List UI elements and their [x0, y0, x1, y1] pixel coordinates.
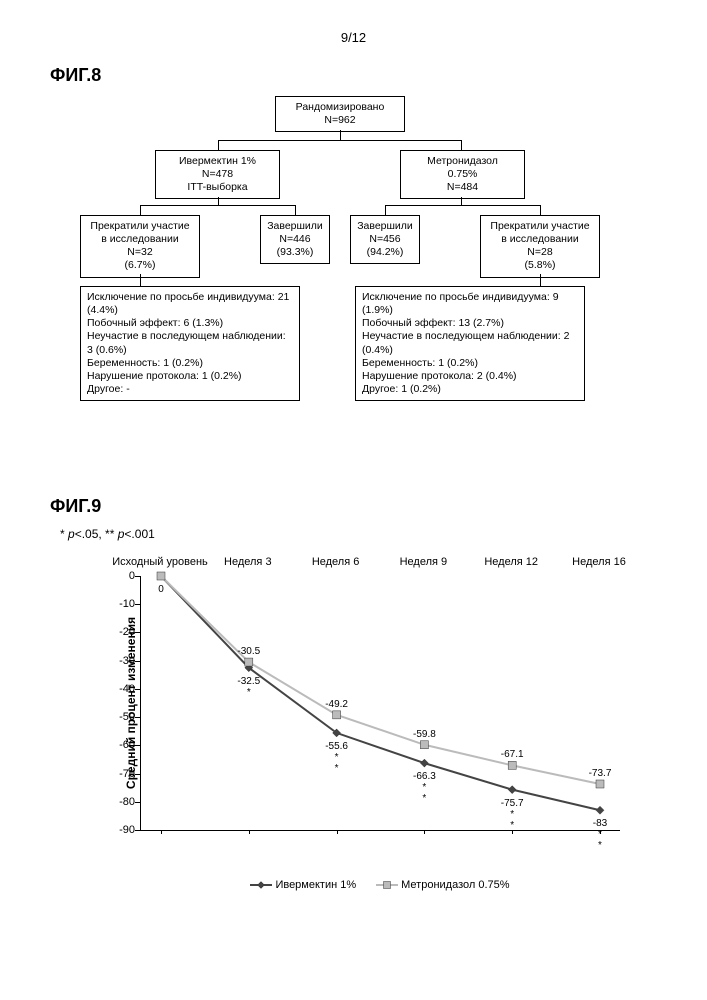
data-label: -32.5*: [237, 676, 260, 698]
fc-compB-n: N=456: [357, 233, 413, 246]
data-label: -83**: [593, 818, 607, 851]
y-tick-label: -80: [110, 796, 135, 808]
y-tick-label: -30: [110, 655, 135, 667]
reason-item: Неучастие в последующем наблюдении: 2 (0…: [362, 330, 578, 356]
fc-compA-title: Завершили: [267, 220, 323, 233]
y-tick-label: -70: [110, 768, 135, 780]
reason-item: Неучастие в последующем наблюдении: 3 (0…: [87, 330, 293, 356]
figure-9-label: ФИГ.9: [50, 496, 657, 517]
chart-legend: Ивермектин 1% Метронидазол 0.75%: [130, 879, 630, 891]
reason-item: Нарушение протокола: 1 (0.2%): [87, 370, 293, 383]
fc-discB-title: Прекратили участие в исследовании: [487, 220, 593, 246]
legend-label: Метронидазол 0.75%: [401, 879, 509, 891]
figure-8-section: ФИГ.8 Рандомизировано N=962 Ивермектин 1…: [50, 65, 657, 456]
fc-armA: Ивермектин 1% N=478 ITT-выборка: [155, 150, 280, 199]
fc-compB-pct: (94.2%): [357, 246, 413, 259]
reason-item: Исключение по просьбе индивидуума: 21 (4…: [87, 291, 293, 317]
data-label: -55.6**: [325, 741, 348, 774]
reason-item: Беременность: 1 (0.2%): [87, 357, 293, 370]
fc-discB-n: N=28: [487, 246, 593, 259]
fc-armA-l1: Ивермектин 1%: [162, 155, 273, 168]
data-label: 0: [158, 584, 164, 595]
data-label: -73.7: [589, 768, 612, 779]
y-tick-label: -10: [110, 598, 135, 610]
fc-discB: Прекратили участие в исследовании N=28 (…: [480, 215, 600, 278]
chart-svg: [141, 576, 620, 830]
fc-compA: Завершили N=446 (93.3%): [260, 215, 330, 264]
fc-compB: Завершили N=456 (94.2%): [350, 215, 420, 264]
fc-armB: Метронидазол 0.75% N=484: [400, 150, 525, 199]
reason-item: Исключение по просьбе индивидуума: 9 (1.…: [362, 291, 578, 317]
fc-discA-title: Прекратили участие в исследовании: [87, 220, 193, 246]
figure-8-label: ФИГ.8: [50, 65, 657, 86]
y-tick-label: -40: [110, 683, 135, 695]
reason-item: Другое: 1 (0.2%): [362, 383, 578, 396]
fc-discB-pct: (5.8%): [487, 259, 593, 272]
x-tick-label: Неделя 6: [312, 556, 360, 568]
fc-discA: Прекратили участие в исследовании N=32 (…: [80, 215, 200, 278]
y-axis-label: Средний процент изменения: [124, 617, 138, 789]
reason-item: Нарушение протокола: 2 (0.4%): [362, 370, 578, 383]
data-label: -66.3**: [413, 771, 436, 804]
data-label: -75.7**: [501, 798, 524, 831]
y-tick-label: -20: [110, 626, 135, 638]
fc-armA-l3: ITT-выборка: [162, 181, 273, 194]
flowchart: Рандомизировано N=962 Ивермектин 1% N=47…: [80, 96, 640, 456]
page-number: 9/12: [50, 30, 657, 45]
chart-significance-note: * p<.05, ** p<.001: [60, 527, 657, 541]
reason-item: Побочный эффект: 13 (2.7%): [362, 317, 578, 330]
line-chart: Исходный уровень Неделя 3 Неделя 6 Неделя 9…: [70, 551, 630, 891]
x-tick-label: Неделя 3: [224, 556, 272, 568]
fc-armA-l2: N=478: [162, 168, 273, 181]
fc-armB-l3: N=484: [407, 181, 518, 194]
fc-root: Рандомизировано N=962: [275, 96, 405, 132]
fc-compA-n: N=446: [267, 233, 323, 246]
data-label: -59.8: [413, 729, 436, 740]
x-tick-label: Неделя 12: [484, 556, 538, 568]
fc-armB-l2: 0.75%: [407, 168, 518, 181]
reason-item: Беременность: 1 (0.2%): [362, 357, 578, 370]
y-tick-label: 0: [110, 570, 135, 582]
figure-9-section: ФИГ.9 * p<.05, ** p<.001 Исходный уровен…: [50, 496, 657, 891]
x-tick-label: Неделя 16: [572, 556, 626, 568]
reason-item: Побочный эффект: 6 (1.3%): [87, 317, 293, 330]
fc-armB-l1: Метронидазол: [407, 155, 518, 168]
fc-reasonsA: Исключение по просьбе индивидуума: 21 (4…: [80, 286, 300, 401]
data-label: -49.2: [325, 699, 348, 710]
data-label: -67.1: [501, 749, 524, 760]
fc-compA-pct: (93.3%): [267, 246, 323, 259]
reason-item: Другое: -: [87, 383, 293, 396]
fc-root-l1: Рандомизировано: [282, 101, 398, 114]
y-tick-label: -50: [110, 711, 135, 723]
data-label: -30.5: [237, 646, 260, 657]
legend-label: Ивермектин 1%: [275, 879, 356, 891]
fc-discA-pct: (6.7%): [87, 259, 193, 272]
x-tick-label: Исходный уровень: [112, 556, 208, 568]
y-tick-label: -60: [110, 739, 135, 751]
fc-compB-title: Завершили: [357, 220, 413, 233]
fc-discA-n: N=32: [87, 246, 193, 259]
legend-item: Ивермектин 1%: [250, 879, 356, 891]
legend-item: Метронидазол 0.75%: [376, 879, 509, 891]
x-tick-label: Неделя 9: [400, 556, 448, 568]
fc-root-l2: N=962: [282, 114, 398, 127]
y-tick-label: -90: [110, 824, 135, 836]
fc-reasonsB: Исключение по просьбе индивидуума: 9 (1.…: [355, 286, 585, 401]
